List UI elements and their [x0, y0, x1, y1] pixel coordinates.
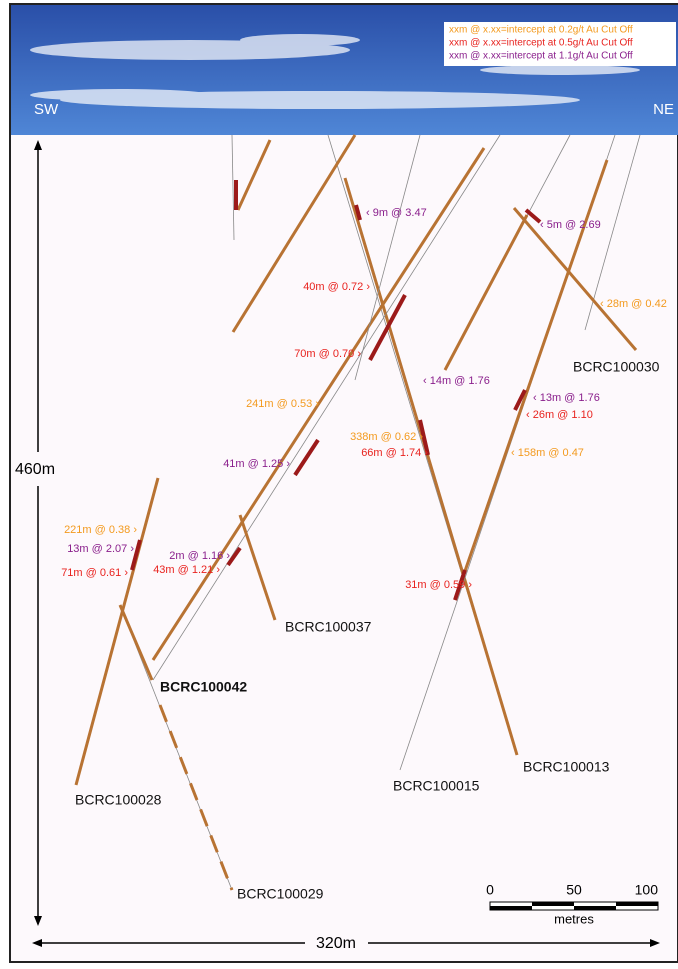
intercept-label: 221m @ 0.38 › — [64, 524, 137, 536]
hole-label: BCRC100037 — [285, 619, 372, 635]
intercept-label: 2m @ 1.16 › — [169, 550, 230, 562]
hole-labels: BCRC100030 BCRC100037 BCRC100042 BCRC100… — [75, 359, 660, 902]
intercept-label: 43m @ 1.21 › — [153, 564, 220, 576]
intercept-label: ‹ 5m @ 2.69 — [540, 219, 601, 231]
legend-entry: xxm @ x.xx=intercept at 0.5g/t Au Cut Of… — [449, 38, 633, 49]
intercept-label: 66m @ 1.74 › — [361, 447, 428, 459]
intercept-label: ‹ 13m @ 1.76 — [533, 392, 600, 404]
scale-tick: 100 — [635, 882, 659, 898]
height-label: 460m — [15, 461, 55, 478]
scale-bar — [489, 901, 659, 911]
intercept-label: ‹ 26m @ 1.10 — [526, 409, 593, 421]
scale-tick: 50 — [566, 882, 582, 898]
intercept-label: ‹ 158m @ 0.47 — [511, 447, 584, 459]
intercept-label: 241m @ 0.53 › — [246, 398, 319, 410]
hole-label: BCRC100030 — [573, 359, 660, 375]
intercept-label: ‹ 14m @ 1.76 — [423, 375, 490, 387]
legend-box — [444, 22, 676, 66]
intercept-label: 41m @ 1.25 › — [223, 458, 290, 470]
drill-traces — [74, 134, 641, 891]
direction-label: SW — [34, 101, 59, 118]
clouds — [30, 34, 640, 109]
intercept-label: 338m @ 0.62 › — [350, 431, 423, 443]
intercept-label: ‹ 9m @ 3.47 — [366, 207, 427, 219]
legend-entry: xxm @ x.xx=intercept at 1.1g/t Au Cut Of… — [449, 51, 633, 62]
hole-label: BCRC100013 — [523, 759, 610, 775]
width-label: 320m — [316, 935, 356, 952]
dimension-arrows — [32, 140, 660, 947]
intercept-label: 13m @ 2.07 › — [67, 543, 134, 555]
frame — [9, 3, 678, 963]
intercept-label: 31m @ 0.59 › — [405, 579, 472, 591]
hole-label: BCRC100029 — [237, 886, 324, 902]
intercept-label: ‹ 28m @ 0.42 — [600, 298, 667, 310]
direction-label: NE — [653, 101, 674, 118]
scale-tick: 0 — [486, 882, 494, 898]
scale-unit: metres — [554, 911, 594, 926]
legend-entry: xxm @ x.xx=intercept at 0.2g/t Au Cut Of… — [449, 25, 633, 36]
intercept-label: 70m @ 0.70 › — [294, 348, 361, 360]
intercept-label: 71m @ 0.61 › — [61, 567, 128, 579]
hole-label: BCRC100028 — [75, 792, 162, 808]
intercept-labels: ‹ 9m @ 3.47 40m @ 0.72 › 70m @ 0.70 › 24… — [61, 207, 667, 591]
intercept-label: 40m @ 0.72 › — [303, 281, 370, 293]
hole-label: BCRC100042 — [160, 679, 247, 695]
legend: xxm @ x.xx=intercept at 0.2g/t Au Cut Of… — [449, 25, 633, 62]
hole-label: BCRC100015 — [393, 778, 480, 794]
